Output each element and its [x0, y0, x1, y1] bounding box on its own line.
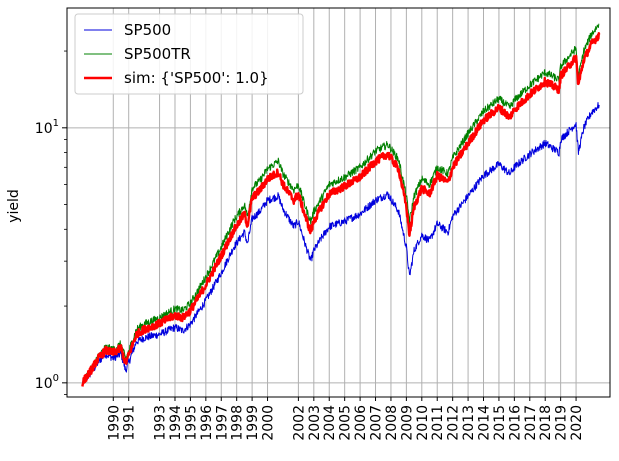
x-tick-label: 1998 — [230, 405, 246, 441]
y-axis: 100 101 — [35, 50, 67, 395]
x-tick-label: 2020 — [569, 405, 585, 441]
x-tick-label: 2017 — [523, 405, 539, 441]
x-tick-label: 1990 — [106, 405, 122, 441]
x-tick-label: 1999 — [245, 405, 261, 441]
x-tick-label: 1994 — [168, 405, 184, 441]
x-tick-label: 2005 — [338, 405, 354, 441]
x-tick-label: 2014 — [477, 405, 493, 441]
x-tick-label: 1995 — [183, 405, 199, 441]
x-tick-label: 2016 — [507, 405, 523, 441]
x-tick-label: 2011 — [430, 405, 446, 441]
series-line-2 — [81, 23, 600, 384]
x-tick-label: 2012 — [446, 405, 462, 441]
x-tick-label: 2003 — [307, 405, 323, 441]
x-tick-label: 2002 — [291, 405, 307, 441]
x-tick-label: 2009 — [399, 405, 415, 441]
x-tick-label: 2010 — [415, 405, 431, 441]
y-axis-label: yield — [6, 189, 22, 223]
legend-box — [74, 13, 304, 95]
y-gridlines — [67, 127, 610, 384]
x-tick-label: 2008 — [384, 405, 400, 441]
y-tick-label: 100 — [35, 373, 59, 392]
x-axis: 1990 1991 1993 1994 1995 1996 1997 1998 1999 2000… — [106, 397, 585, 441]
legend-label-2: SP500TR — [124, 45, 191, 63]
x-tick-label: 1991 — [122, 405, 138, 441]
series-lines — [81, 23, 601, 387]
x-tick-label: 2007 — [369, 405, 385, 441]
x-tick-label: 2004 — [322, 405, 338, 441]
x-tick-label: 1997 — [214, 405, 230, 441]
legend-label-3: sim: {'SP500': 1.0} — [124, 69, 269, 87]
legend-label-1: SP500 — [124, 21, 171, 39]
x-tick-label: 2006 — [353, 405, 369, 441]
x-tick-label: 1993 — [153, 405, 169, 441]
x-tick-label: 2000 — [261, 405, 277, 441]
series-line-1 — [81, 102, 600, 385]
x-tick-label: 2013 — [461, 405, 477, 441]
x-tick-label: 1996 — [199, 405, 215, 441]
x-tick-label: 2018 — [538, 405, 554, 441]
x-tick-label: 2019 — [554, 405, 570, 441]
x-tick-label: 2015 — [492, 405, 508, 441]
plot-frame — [66, 7, 611, 398]
legend: SP500 SP500TR sim: {'SP500': 1.0} — [74, 13, 304, 95]
series-line-3 — [81, 32, 601, 387]
y-tick-label: 101 — [35, 118, 59, 137]
